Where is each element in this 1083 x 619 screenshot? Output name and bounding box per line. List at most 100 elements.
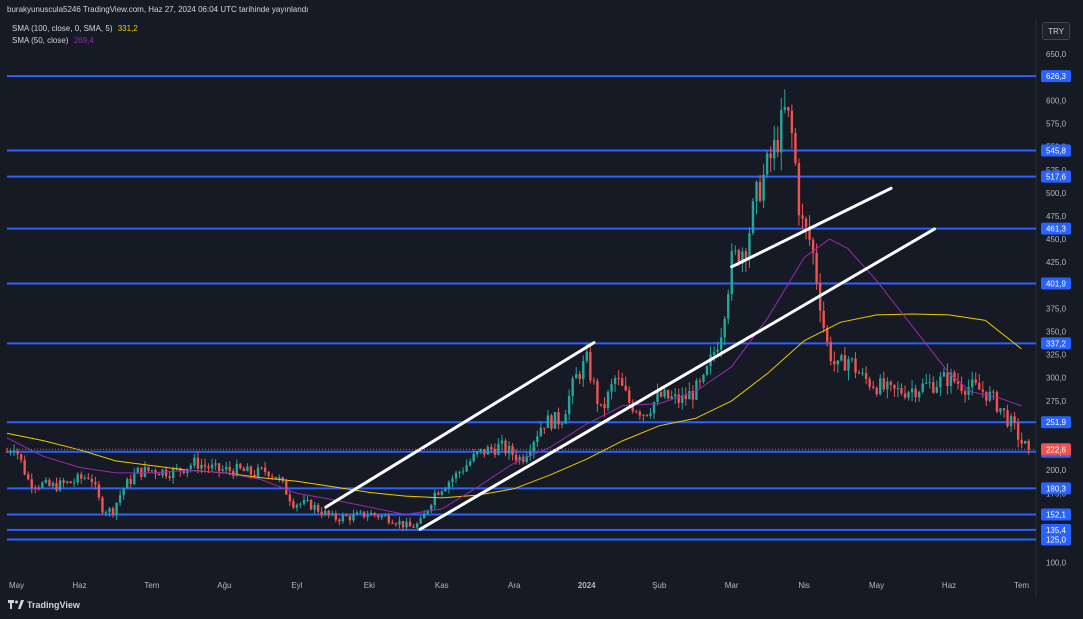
candle-body [200, 464, 203, 469]
candle-body [323, 510, 327, 515]
candle-body [836, 360, 840, 365]
level-tag-bg [1041, 416, 1071, 429]
candle-body [48, 479, 51, 486]
candle-body [101, 497, 104, 513]
candle-body [550, 415, 553, 429]
y-tick-label: 525,0 [1046, 166, 1067, 175]
candle-body [801, 215, 804, 219]
candle-body [1013, 416, 1016, 423]
candle-body [143, 466, 147, 477]
candle-body [712, 351, 716, 355]
level-tags: 626,3545,8517,6461,3401,9337,2251,9219,9… [1041, 70, 1071, 546]
candle-body [719, 337, 723, 350]
candle-body [857, 372, 861, 374]
y-tick-label: 500,0 [1046, 189, 1067, 198]
level-tag-label: 626,3 [1046, 72, 1067, 81]
y-tick-label: 100,0 [1046, 559, 1067, 568]
level-tag-bg [1041, 523, 1071, 536]
level-tag-bg [1041, 70, 1071, 83]
candle-body [1020, 439, 1023, 444]
candle-body [582, 361, 585, 380]
candle-body [525, 456, 528, 462]
candle-body [23, 459, 26, 475]
candle-body [497, 443, 500, 455]
candle-body [578, 373, 581, 380]
candle-body [295, 504, 299, 508]
candle-body [900, 388, 903, 394]
candle-body [150, 470, 154, 472]
level-tag-bg [1041, 170, 1071, 183]
candle-body [228, 466, 231, 471]
candle-body [613, 378, 617, 384]
tradingview-logo-icon [8, 600, 24, 609]
candle-body [783, 107, 787, 110]
publisher-caption: burakyunuscula5246 TradingView.com, Haz … [7, 5, 309, 14]
candle-body [352, 514, 355, 521]
indicator-sma50[interactable]: SMA (50, close) 269,4 [12, 36, 94, 45]
level-tag-label: 180,3 [1046, 484, 1067, 493]
candle-body [769, 153, 772, 159]
candle-body [684, 395, 688, 400]
candle-body [543, 427, 546, 429]
candle-body [843, 355, 847, 371]
candle-body [136, 467, 140, 474]
candle-body [560, 423, 564, 425]
candle-body [164, 469, 168, 477]
candle-body [596, 381, 599, 404]
candle-body [253, 474, 256, 477]
candle-body [748, 233, 751, 259]
candle-body [224, 466, 228, 470]
candle-body [903, 393, 907, 398]
trendline [730, 186, 893, 269]
candle-body [772, 139, 776, 159]
x-tick-label: Tem [1014, 581, 1029, 590]
candle-body [189, 465, 193, 469]
candle-body [780, 109, 783, 153]
level-tag-label: 337,2 [1046, 339, 1067, 348]
candle-body [451, 478, 454, 483]
candle-body [327, 510, 330, 515]
candle-body [893, 384, 896, 389]
candle-body [886, 381, 889, 390]
indicator-sma100[interactable]: SMA (100, close, 0, SMA, 5) 331,2 [12, 24, 138, 33]
candle-body [871, 386, 875, 389]
y-tick-label: 275,0 [1046, 397, 1067, 406]
candle-body [118, 495, 122, 503]
trendline [324, 341, 596, 509]
candle-body [532, 442, 535, 452]
level-tag-label: 251,9 [1046, 418, 1067, 427]
level-tag-bg [1041, 222, 1071, 235]
candle-body [401, 520, 405, 528]
candle-body [730, 251, 733, 294]
candle-body [419, 518, 422, 524]
candle-body [946, 372, 949, 387]
candle-body [239, 463, 242, 469]
candle-body [677, 394, 680, 403]
candle-body [599, 403, 603, 405]
candle-body [415, 523, 419, 528]
candle-body [391, 522, 394, 524]
candle-body [1024, 440, 1027, 444]
candle-body [373, 512, 376, 516]
sma-50-line [6, 238, 1022, 516]
currency-button[interactable]: TRY [1042, 22, 1070, 40]
candle-body [575, 373, 578, 379]
candle-body [932, 382, 935, 393]
candle-body [97, 484, 101, 498]
candle-body [702, 374, 705, 382]
candle-body [338, 519, 341, 522]
candle-body [65, 481, 69, 483]
trendline [418, 227, 937, 531]
candle-body [55, 483, 58, 491]
candle-body [762, 174, 765, 201]
candle-body [249, 466, 253, 475]
level-tag-bg [1041, 277, 1071, 290]
candle-body [1027, 440, 1030, 450]
candle-body [115, 502, 118, 515]
candle-body [617, 378, 620, 380]
candle-body [914, 388, 917, 398]
candle-body [631, 402, 634, 412]
candle-body [949, 372, 953, 387]
level-tag-bg [1041, 508, 1071, 521]
